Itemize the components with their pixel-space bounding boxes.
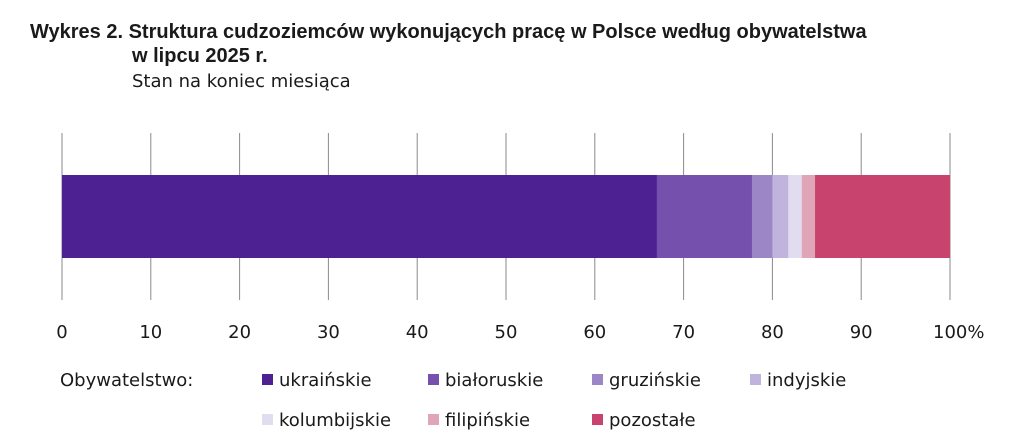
- legend-title: Obywatelstwo:: [60, 370, 193, 391]
- legend-swatch: [428, 374, 439, 385]
- chart-header: Wykres 2. Struktura cudzoziemców wykonuj…: [30, 20, 970, 94]
- legend-swatch: [262, 374, 273, 385]
- legend-swatch: [592, 414, 603, 425]
- legend-swatch: [428, 414, 439, 425]
- x-tick-label: 70: [672, 322, 695, 343]
- legend-swatch: [262, 414, 273, 425]
- bar-segment-ukraińskie: [62, 175, 657, 258]
- legend-label: gruzińskie: [609, 370, 701, 391]
- chart-title-line2: w lipcu 2025 r.: [132, 45, 268, 67]
- legend-label: kolumbijskie: [279, 410, 391, 431]
- legend-label: pozostałe: [609, 410, 696, 431]
- legend-swatch: [750, 374, 761, 385]
- x-tick-label: 50: [495, 322, 518, 343]
- x-tick-label: 20: [228, 322, 251, 343]
- x-tick-label: 100%: [933, 322, 984, 343]
- x-tick-label: 0: [56, 322, 67, 343]
- bar-segment-filipińskie: [801, 175, 816, 258]
- bar-segment-pozostałe: [815, 175, 950, 258]
- x-tick-label: 10: [139, 322, 162, 343]
- chart-title-line1: Wykres 2. Struktura cudzoziemców wykonuj…: [30, 21, 867, 43]
- legend-label: indyjskie: [767, 370, 846, 391]
- legend-label: filipińskie: [445, 410, 530, 431]
- x-tick-label: 30: [317, 322, 340, 343]
- chart-subtitle: Stan na koniec miesiąca: [132, 71, 351, 92]
- bar-segment-indyjskie: [772, 175, 789, 258]
- bar-segment-gruzińskie: [751, 175, 773, 258]
- x-tick-label: 40: [406, 322, 429, 343]
- chart-title: Wykres 2. Struktura cudzoziemców wykonuj…: [30, 20, 970, 68]
- legend-swatch: [592, 374, 603, 385]
- bar-segment-białoruskie: [656, 175, 752, 258]
- bar-segment-kolumbijskie: [788, 175, 802, 258]
- x-tick-label: 80: [761, 322, 784, 343]
- x-tick-label: 60: [583, 322, 606, 343]
- x-tick-label: 90: [850, 322, 873, 343]
- legend-label: ukraińskie: [279, 370, 372, 391]
- legend-label: białoruskie: [445, 370, 543, 391]
